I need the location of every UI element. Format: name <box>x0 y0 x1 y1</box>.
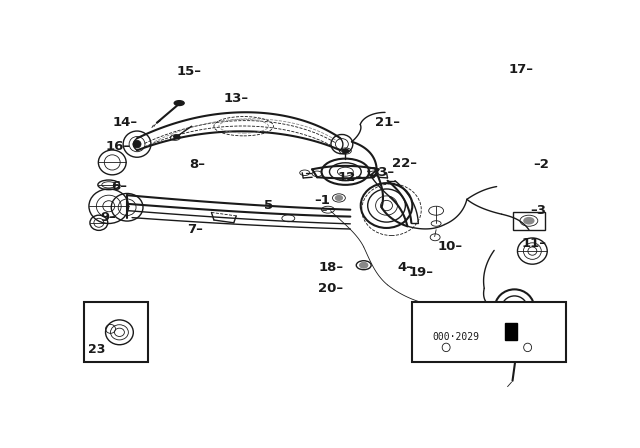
Text: –3: –3 <box>530 204 547 217</box>
Ellipse shape <box>360 263 368 268</box>
Text: 12–: 12– <box>338 172 363 185</box>
Text: 23: 23 <box>88 343 106 356</box>
Text: 000·2029: 000·2029 <box>432 332 479 342</box>
Text: 16–: 16– <box>106 140 131 153</box>
Text: –1: –1 <box>315 194 330 207</box>
Text: 7–: 7– <box>187 223 202 236</box>
Ellipse shape <box>508 354 520 360</box>
Ellipse shape <box>335 195 342 200</box>
Ellipse shape <box>524 218 534 224</box>
Bar <box>412 302 566 362</box>
Polygon shape <box>506 323 517 340</box>
Text: 8–: 8– <box>189 158 205 171</box>
Bar <box>84 302 148 362</box>
Ellipse shape <box>174 101 184 105</box>
Text: 15–: 15– <box>177 65 202 78</box>
Text: 13–: 13– <box>224 92 249 105</box>
Ellipse shape <box>342 149 349 153</box>
Text: 23–: 23– <box>369 166 394 179</box>
Text: 21–: 21– <box>375 116 400 129</box>
Text: –2: –2 <box>533 158 548 171</box>
Text: 19–: 19– <box>408 266 433 279</box>
Ellipse shape <box>173 135 180 138</box>
Text: 18–: 18– <box>318 261 343 274</box>
Text: 22–: 22– <box>392 157 417 170</box>
Text: 9–: 9– <box>101 211 116 224</box>
Text: 20–: 20– <box>318 282 343 295</box>
Bar <box>513 212 545 230</box>
Text: 11–: 11– <box>522 237 547 250</box>
Text: 6–: 6– <box>111 180 127 193</box>
Text: 10–: 10– <box>437 241 462 254</box>
Text: 14–: 14– <box>112 116 138 129</box>
Ellipse shape <box>133 140 141 148</box>
Text: 4–: 4– <box>397 261 413 274</box>
Text: 5: 5 <box>264 199 273 212</box>
Text: 17–: 17– <box>509 63 534 76</box>
